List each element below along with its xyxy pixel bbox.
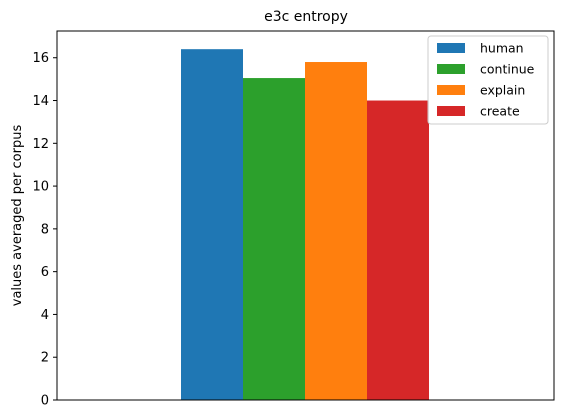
legend-swatch-explain	[437, 85, 465, 95]
legend-swatch-human	[437, 43, 465, 53]
y-tick-label: 8	[41, 222, 49, 237]
legend-swatch-continue	[437, 64, 465, 74]
legend-label-explain: explain	[480, 83, 525, 98]
y-tick-label: 6	[41, 265, 49, 280]
legend-label-continue: continue	[480, 62, 535, 77]
y-tick-label: 10	[32, 180, 49, 195]
bars-group	[181, 49, 429, 401]
legend-label-human: human	[480, 41, 524, 56]
y-tick-label: 0	[41, 394, 49, 409]
legend-swatch-create	[437, 106, 465, 116]
bar-create	[367, 100, 429, 401]
y-tick-label: 16	[32, 51, 49, 66]
y-tick-label: 14	[32, 94, 49, 109]
y-tick-label: 2	[41, 351, 49, 366]
y-tick-label: 12	[32, 137, 49, 152]
y-axis: 0 2 4 6 8 10 12 14 16	[32, 51, 57, 409]
legend-label-create: create	[480, 104, 520, 119]
bar-human	[181, 49, 243, 400]
legend-box	[427, 35, 549, 125]
bar-continue	[243, 78, 305, 401]
chart-title: e3c entropy	[264, 9, 348, 25]
bar-explain	[305, 62, 367, 400]
plot-frame	[56, 30, 555, 401]
legend: human continue explain create	[427, 35, 549, 125]
y-axis-label: values averaged per corpus	[10, 125, 25, 307]
y-tick-label: 4	[41, 308, 49, 323]
